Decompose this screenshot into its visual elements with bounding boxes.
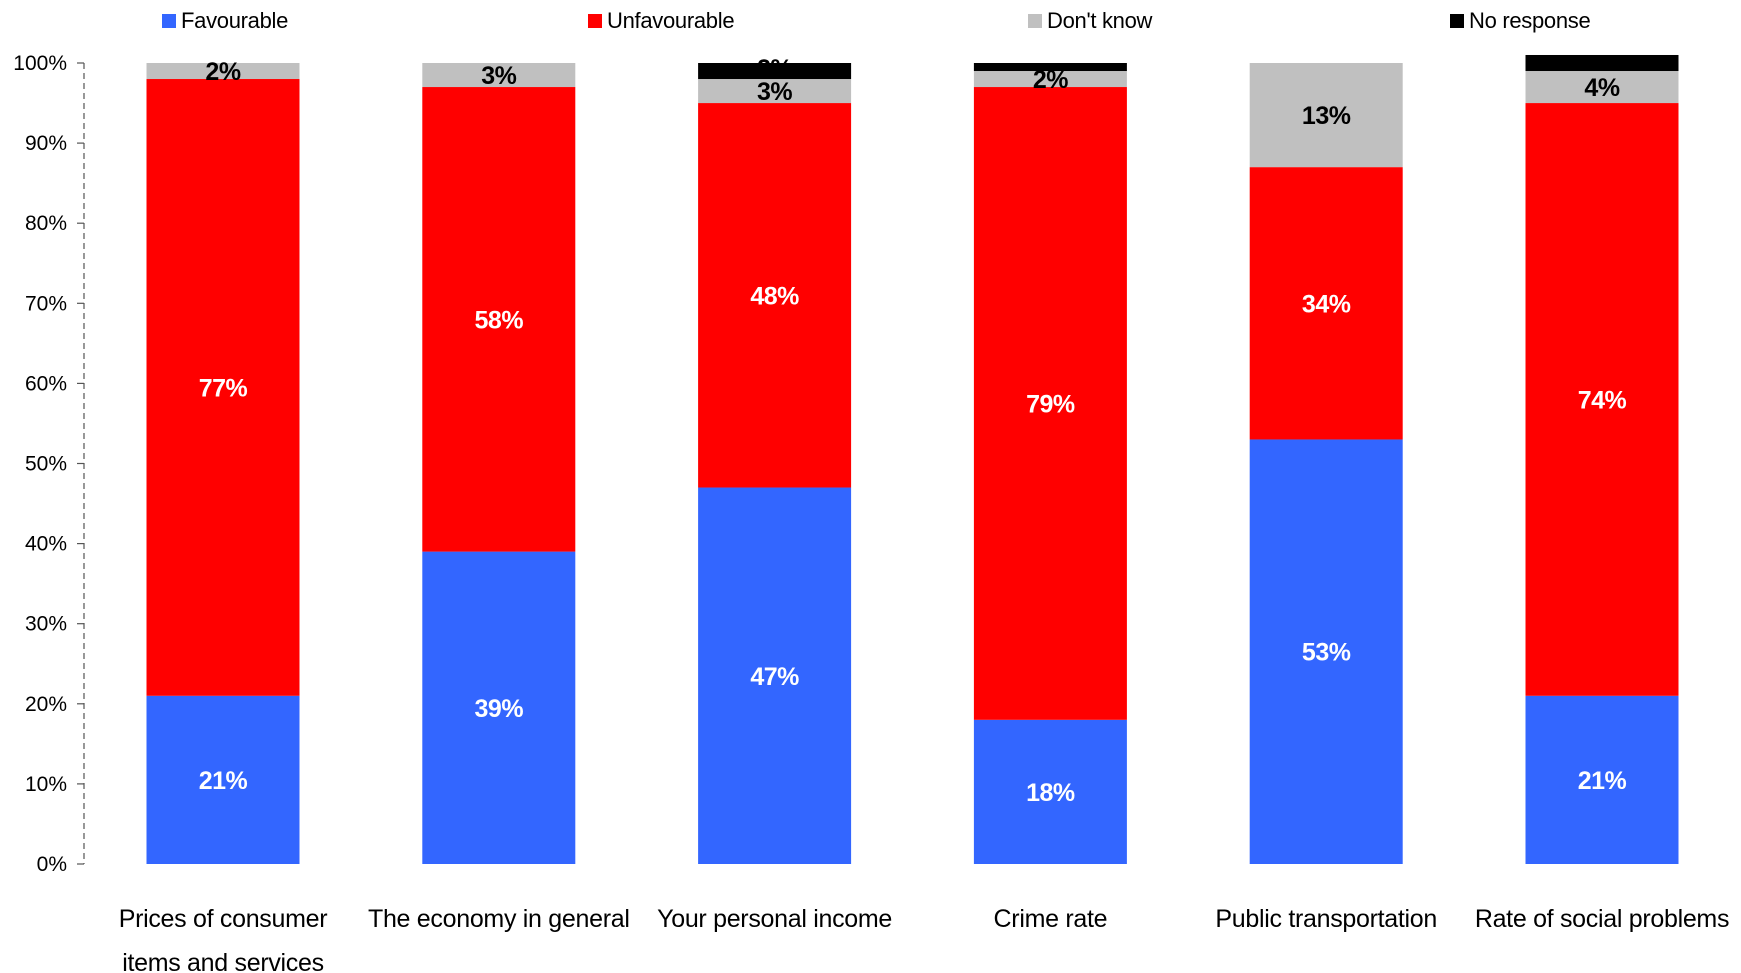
bar-value-label: 58% xyxy=(475,306,524,334)
bar-segment-favourable xyxy=(698,487,852,864)
bar-segment-no-response xyxy=(973,63,1127,72)
legend-item-don-t-know: Don't know xyxy=(1028,8,1152,34)
bar-segment-favourable xyxy=(146,695,300,864)
bar-value-label: 21% xyxy=(1578,767,1627,795)
bar-segment-unfavourable xyxy=(146,79,300,696)
bar-segment-don-t-know xyxy=(422,63,576,88)
bar-segment-don-t-know xyxy=(973,71,1127,88)
bar-segment-unfavourable xyxy=(973,87,1127,720)
bar-segment-unfavourable xyxy=(1525,103,1679,696)
y-tick-label: 10% xyxy=(25,773,67,796)
bar-value-label: 2% xyxy=(205,58,240,86)
legend-item-no-response: No response xyxy=(1450,8,1591,34)
bar-value-label: 39% xyxy=(475,695,524,723)
legend: Favourable Unfavourable Don't know No respo… xyxy=(0,8,1741,36)
bar-value-label: 79% xyxy=(1026,390,1075,418)
category-label: Your personal income xyxy=(657,905,892,933)
bar-segment-unfavourable xyxy=(1249,167,1403,440)
category-label: Public transportation xyxy=(1215,905,1437,933)
bar-segment-favourable xyxy=(1249,439,1403,864)
category-label: The economy in general xyxy=(368,905,630,933)
bar-segment-unfavourable xyxy=(422,87,576,552)
bar-value-label: 53% xyxy=(1302,639,1351,667)
legend-label: Don't know xyxy=(1047,8,1153,33)
bar-segment-no-response xyxy=(1525,54,1679,72)
category-label: Crime rate xyxy=(994,905,1108,933)
category-label: items and services xyxy=(122,949,324,973)
bar-value-label: 34% xyxy=(1302,290,1351,318)
legend-label: Favourable xyxy=(181,8,289,33)
bar-value-label: 3% xyxy=(481,62,516,90)
y-tick-label: 40% xyxy=(25,533,67,556)
y-tick-label: 30% xyxy=(25,613,67,636)
y-tick-label: 60% xyxy=(25,372,67,395)
bar-value-label: 3% xyxy=(757,78,792,106)
bar-value-label: 18% xyxy=(1026,779,1075,807)
bar-value-label: 77% xyxy=(199,374,248,402)
y-tick-label: 90% xyxy=(25,132,67,155)
y-tick-label: 70% xyxy=(25,292,67,315)
y-tick-label: 100% xyxy=(13,52,67,75)
bar-segment-favourable xyxy=(973,719,1127,864)
bar-value-label: 21% xyxy=(199,767,248,795)
bar-segment-don-t-know xyxy=(146,63,300,80)
bar-value-label: 48% xyxy=(750,282,799,310)
legend-swatch xyxy=(1028,14,1042,28)
category-label: Prices of consumer xyxy=(119,905,328,933)
legend-label: No response xyxy=(1469,8,1591,33)
bar-segment-don-t-know xyxy=(1249,63,1403,168)
bar-value-label: 2% xyxy=(757,55,792,83)
bar-value-label: 4% xyxy=(1584,74,1619,102)
legend-swatch xyxy=(162,14,176,28)
bar-segment-favourable xyxy=(1525,695,1679,864)
y-tick-label: 0% xyxy=(37,853,67,876)
bar-segment-don-t-know xyxy=(1525,71,1679,104)
bar-value-label: 13% xyxy=(1302,102,1351,130)
category-label: Rate of social problems xyxy=(1475,905,1729,933)
y-tick-label: 20% xyxy=(25,693,67,716)
bar-segment-favourable xyxy=(422,551,576,864)
legend-swatch xyxy=(1450,14,1464,28)
bar-value-label: 2% xyxy=(1033,66,1068,94)
bar-value-label: 47% xyxy=(750,663,799,691)
legend-label: Unfavourable xyxy=(607,8,735,33)
legend-swatch xyxy=(588,14,602,28)
y-tick-label: 50% xyxy=(25,453,67,476)
y-tick-label: 80% xyxy=(25,212,67,235)
bar-segment-unfavourable xyxy=(698,103,852,488)
bar-segment-don-t-know xyxy=(698,79,852,104)
bar-value-label: 74% xyxy=(1578,386,1627,414)
legend-item-favourable: Favourable xyxy=(162,8,288,34)
legend-item-unfavourable: Unfavourable xyxy=(588,8,735,34)
bar-segment-no-response xyxy=(698,63,852,80)
